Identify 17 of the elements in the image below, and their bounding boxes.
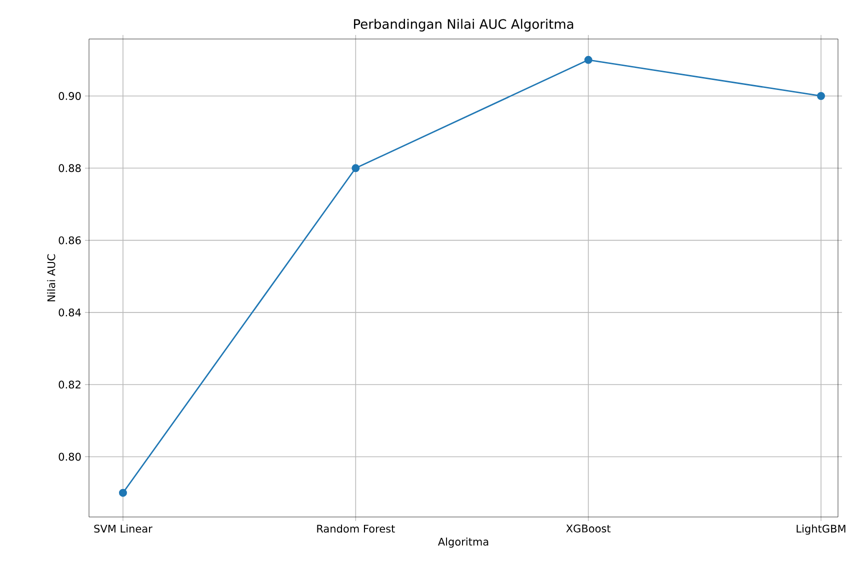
point bbox=[118, 488, 127, 497]
y-tick-label: 0.90 bbox=[58, 92, 81, 100]
x-axis-title: Algoritma bbox=[438, 538, 488, 548]
y-tick-label: 0.88 bbox=[58, 164, 81, 172]
y-tick-label: 0.80 bbox=[58, 452, 81, 461]
x-tick-label: LightGBM bbox=[796, 524, 846, 535]
point bbox=[584, 56, 592, 64]
y-tick-label: 0.86 bbox=[58, 236, 81, 244]
chart-title: Perbandingan Nilai AUC Algoritma bbox=[354, 18, 574, 32]
x-tick-label: Random Forest bbox=[317, 524, 395, 533]
x-tick-label: SVM Linear bbox=[94, 524, 152, 533]
point bbox=[352, 164, 360, 172]
y-tick-label: 0.82 bbox=[58, 380, 80, 389]
x-tick-label: XGBoost bbox=[566, 524, 611, 532]
y-axis-title: Nilai AUC bbox=[47, 254, 56, 302]
point bbox=[817, 92, 826, 100]
y-tick-label: 0.84 bbox=[58, 308, 81, 316]
